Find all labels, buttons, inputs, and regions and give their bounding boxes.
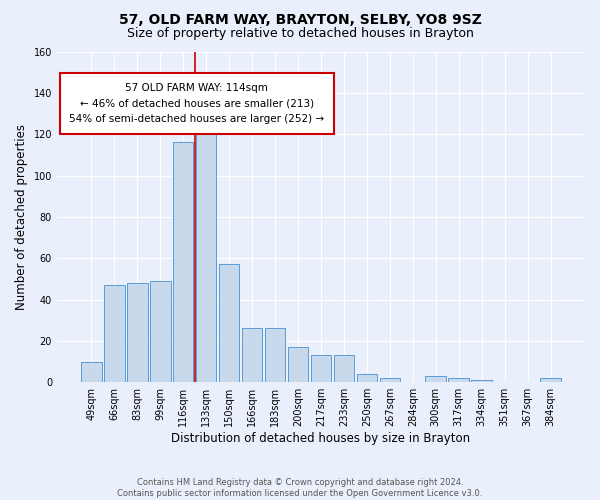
Text: 57 OLD FARM WAY: 114sqm
← 46% of detached houses are smaller (213)
54% of semi-d: 57 OLD FARM WAY: 114sqm ← 46% of detache… xyxy=(69,83,325,124)
Bar xyxy=(380,378,400,382)
Bar xyxy=(81,362,101,382)
Text: 57, OLD FARM WAY, BRAYTON, SELBY, YO8 9SZ: 57, OLD FARM WAY, BRAYTON, SELBY, YO8 9S… xyxy=(119,12,481,26)
Bar xyxy=(472,380,492,382)
Bar xyxy=(242,328,262,382)
FancyBboxPatch shape xyxy=(59,73,334,134)
Text: Contains HM Land Registry data © Crown copyright and database right 2024.
Contai: Contains HM Land Registry data © Crown c… xyxy=(118,478,482,498)
Bar xyxy=(150,281,170,382)
Bar xyxy=(425,376,446,382)
Bar xyxy=(356,374,377,382)
Bar xyxy=(334,356,354,382)
Bar xyxy=(265,328,286,382)
Bar xyxy=(287,347,308,382)
X-axis label: Distribution of detached houses by size in Brayton: Distribution of detached houses by size … xyxy=(172,432,470,445)
Bar xyxy=(448,378,469,382)
Bar xyxy=(311,356,331,382)
Bar xyxy=(127,283,148,382)
Y-axis label: Number of detached properties: Number of detached properties xyxy=(15,124,28,310)
Bar xyxy=(104,285,125,382)
Bar xyxy=(219,264,239,382)
Bar xyxy=(541,378,561,382)
Text: Size of property relative to detached houses in Brayton: Size of property relative to detached ho… xyxy=(127,28,473,40)
Bar xyxy=(173,142,193,382)
Bar xyxy=(196,126,217,382)
